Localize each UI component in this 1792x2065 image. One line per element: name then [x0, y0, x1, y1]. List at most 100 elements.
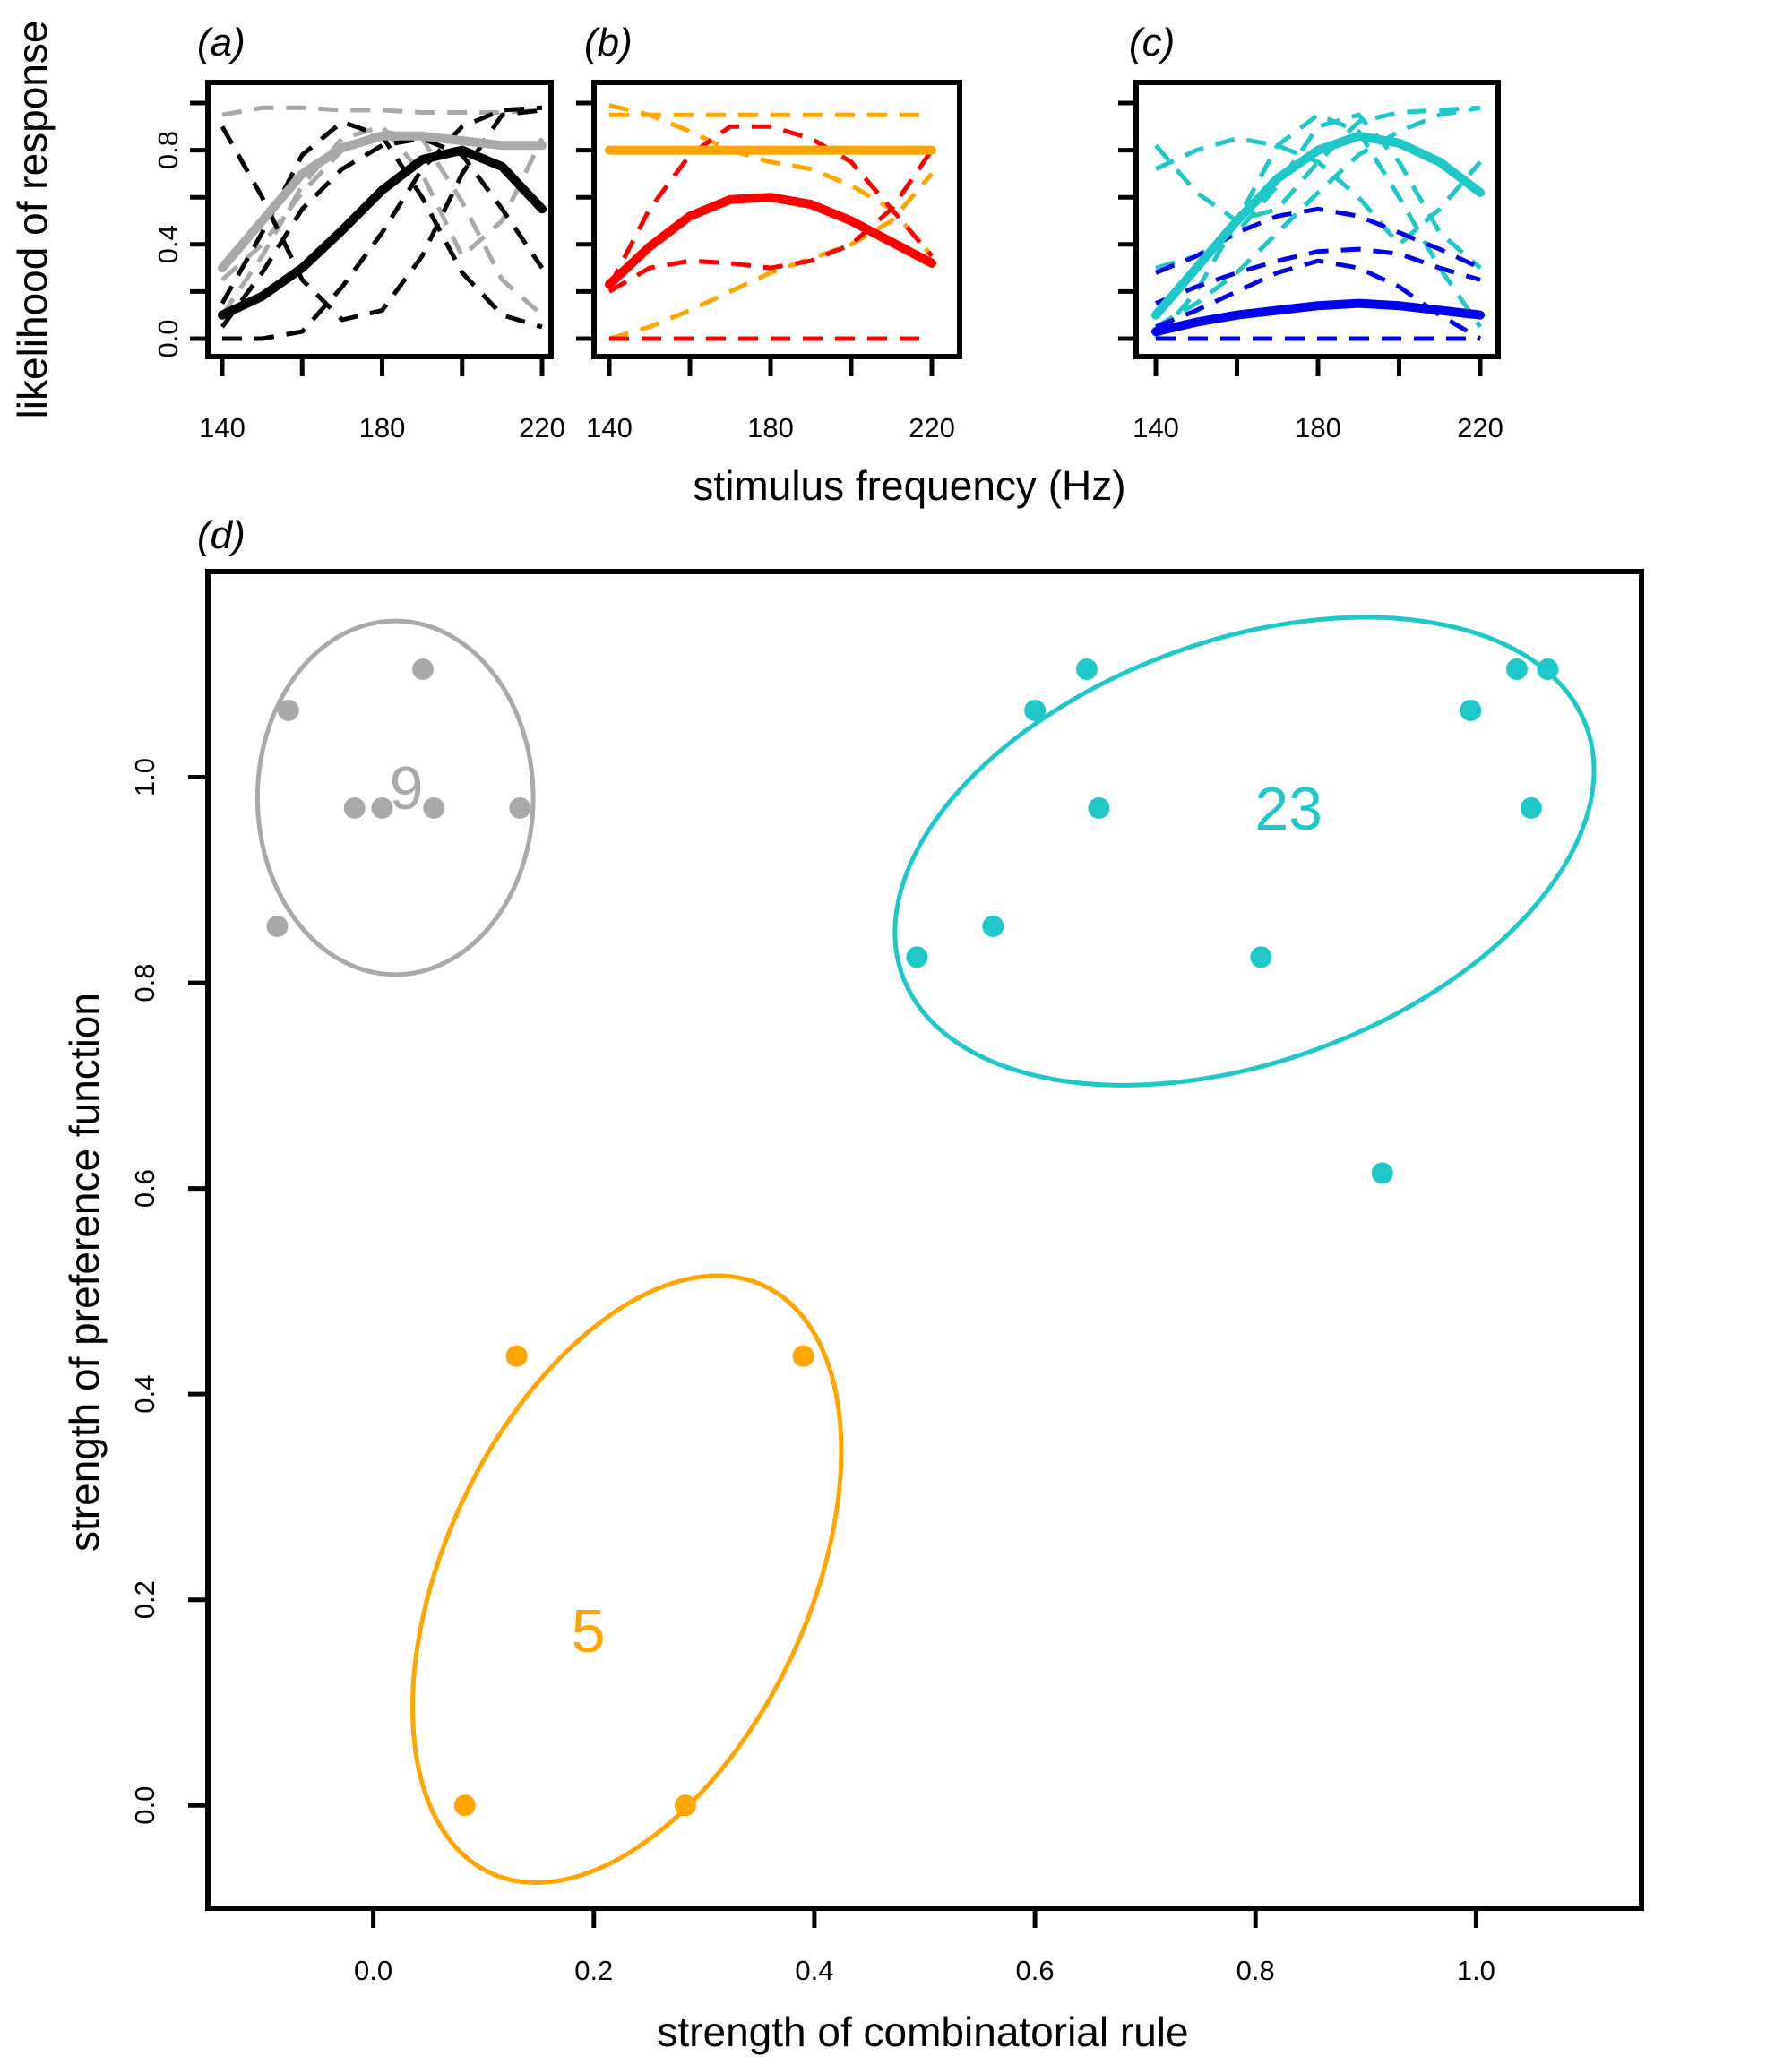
panel-c-ticks: 140 180 220 [1118, 100, 1503, 443]
panel-a: (a) 0.0 0.4 0.8 140 180 220 likelihood of res… [9, 21, 565, 443]
panel-b-red-dashed-line [607, 124, 934, 288]
cluster-orange-point [674, 1794, 696, 1817]
panel-c-x-tick-label: 140 [1133, 412, 1179, 443]
panel-b: (b) 140 180 220 [576, 21, 962, 443]
panel-a-frame [205, 80, 554, 359]
panel-c-cyan-dashed-line [1154, 105, 1481, 330]
cluster-cyan-point [1371, 1162, 1393, 1184]
panel-a-y-tick-label: 0.8 [152, 131, 184, 169]
panel-d-ticks: 0.0 0.2 0.4 0.6 0.8 1.0 0.0 0.2 0.4 0.6 0.8 1.0 [129, 758, 1495, 1986]
panel-b-x-tick-label: 180 [747, 412, 794, 443]
panel-b-letter: (b) [584, 21, 633, 65]
cluster-gray-point [277, 699, 299, 721]
panel-c-frame [1133, 80, 1501, 359]
panel-b-x-tick-label: 140 [586, 412, 633, 443]
cluster-cyan-point [1537, 658, 1559, 681]
panel-b-orange-dashed-line [608, 103, 934, 258]
panel-c-x-tick-label: 180 [1295, 412, 1341, 443]
cluster-cyan-point [1460, 699, 1482, 721]
cluster-orange-point [792, 1345, 814, 1367]
panel-a-ylabel: likelihood of response [9, 21, 56, 419]
panel-a-y-tick-label: 0.4 [152, 225, 184, 263]
panel-c-cyan-dashed-line [1154, 105, 1481, 223]
panel-d-letter: (d) [197, 513, 246, 557]
panel-d-x-tick-label: 0.2 [574, 1955, 613, 1986]
panel-a-black-solid-line [218, 145, 547, 320]
panel-b-x-tick-label: 220 [909, 412, 955, 443]
cluster-gray-point [423, 796, 445, 819]
panel-c-letter: (c) [1129, 21, 1175, 65]
panel-d: (d) 9 235 0.0 0.2 0.4 0.6 0.8 1.00.00.20.40.60… [61, 513, 1644, 2055]
panel-d-frame [205, 569, 1644, 1911]
cluster-gray-point [266, 915, 289, 937]
panel-a-letter: (a) [197, 21, 246, 65]
panel-a-x-tick-label: 180 [359, 412, 406, 443]
panel-a-x-tick-label: 220 [519, 412, 565, 443]
cluster-cyan-point [1024, 699, 1047, 721]
panel-b-frame [591, 80, 962, 359]
panel-a-x-tick-label: 140 [199, 412, 246, 443]
panel-d-x-tick-label: 0.6 [1016, 1955, 1055, 1986]
panel-a-plot [218, 105, 547, 341]
cluster-orange-point [505, 1345, 528, 1367]
panel-a-y-tick-label: 0.0 [152, 319, 184, 357]
cluster-gray-point [371, 796, 393, 819]
cluster-cyan-point [982, 915, 1004, 937]
panel-c: (c) 140 180 220 [1118, 21, 1503, 443]
cluster-cyan-count-label: 23 [1254, 775, 1322, 843]
panel-d-y-tick-label: 1.0 [129, 758, 160, 796]
cluster-cyan-point [1088, 796, 1110, 819]
panel-d-y-tick-label: 0.4 [129, 1375, 160, 1414]
panel-d-x-tick-label: 0.0 [354, 1955, 392, 1986]
panel-d-x-tick-label: 1.0 [1457, 1955, 1495, 1986]
panel-d-x-tick-label: 0.8 [1236, 1955, 1275, 1986]
cluster-gray-ellipse [254, 618, 536, 977]
panel-c-plot [1151, 105, 1485, 341]
cluster-orange-count-label: 5 [572, 1597, 606, 1665]
panel-a-ticks: 0.0 0.4 0.8 140 180 220 [152, 100, 565, 443]
cluster-cyan-point [1520, 796, 1542, 819]
panel-a-gray-dashed-line [220, 124, 545, 317]
panel-d-y-tick-label: 0.8 [129, 964, 160, 1002]
panel-c-cyan-solid-line [1151, 131, 1485, 320]
shared-xlabel: stimulus frequency (Hz) [693, 462, 1125, 509]
panel-b-red-solid-line [605, 193, 936, 289]
panel-c-cyan-dashed-line [1154, 136, 1482, 247]
cluster-gray-point [343, 796, 366, 819]
panel-a-black-dashed-line [220, 108, 543, 323]
panel-c-blue-solid-line [1151, 298, 1485, 337]
cluster-cyan-point [906, 946, 928, 968]
cluster-gray-point [509, 796, 531, 819]
panel-b-plot [605, 103, 936, 341]
panel-c-cyan-dashed-line [1154, 112, 1483, 340]
panel-c-blue-dashed-line [1155, 206, 1482, 275]
panel-c-x-tick-label: 220 [1457, 412, 1503, 443]
panel-d-xlabel: strength of combinatorial rule [657, 2009, 1188, 2055]
cluster-cyan-ellipse [892, 615, 1597, 1088]
panel-a-gray-solid-line [218, 131, 547, 273]
panel-c-blue-dashed-line [1155, 258, 1482, 341]
panel-d-y-tick-label: 0.6 [129, 1169, 160, 1208]
panel-a-black-dashed-line [222, 105, 543, 341]
panel-a-black-dashed-line [220, 119, 543, 330]
panel-d-x-tick-label: 0.4 [795, 1955, 833, 1986]
cluster-cyan-point [1250, 946, 1272, 968]
cluster-cyan-point [1075, 658, 1098, 681]
panel-d-plot: 9 23 5 [254, 615, 1597, 1885]
panel-d-y-tick-label: 0.0 [129, 1786, 160, 1825]
panel-a-gray-dashed-line [221, 105, 543, 117]
cluster-gray-point [412, 658, 434, 681]
cluster-orange-ellipse [409, 1273, 844, 1885]
panel-a-black-dashed-line [220, 136, 545, 329]
cluster-orange-point [453, 1794, 476, 1817]
cluster-gray-count-label: 9 [390, 754, 424, 822]
panel-b-red-dashed-line [607, 149, 935, 294]
cluster-cyan-point [1505, 658, 1528, 681]
panel-d-ylabel: strength of preference function [61, 993, 108, 1552]
panel-d-y-tick-label: 0.2 [129, 1580, 160, 1619]
panel-c-blue-dashed-line [1155, 246, 1481, 305]
panel-b-orange-dashed-line [608, 172, 934, 341]
panel-b-ticks: 140 180 220 [576, 100, 955, 443]
